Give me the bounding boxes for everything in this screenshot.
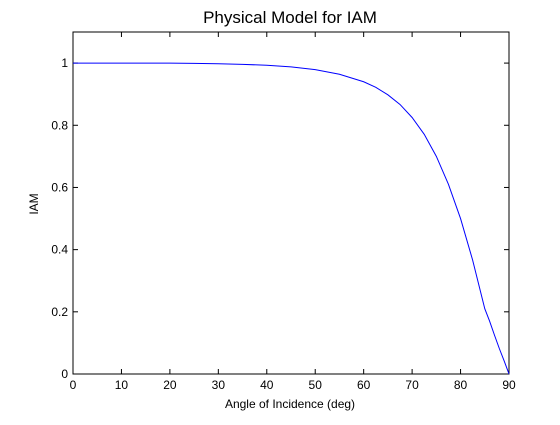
- plot-area: [72, 31, 510, 375]
- x-tick-label: 70: [405, 378, 419, 392]
- y-tick-label: 0.2: [51, 305, 68, 319]
- x-tick-label: 40: [260, 378, 274, 392]
- chart-title: Physical Model for IAM: [203, 8, 377, 27]
- x-tick-label: 80: [454, 378, 468, 392]
- series-line: [73, 62, 510, 375]
- x-tick-label: 90: [502, 378, 516, 392]
- y-axis-label: IAM: [27, 193, 41, 214]
- axis-ticks: 0 10 20 30 40 50 60 70 80 90 0 0.2 0.4 0.6 0.8 1: [51, 32, 516, 392]
- y-tick-label: 0: [61, 367, 68, 381]
- y-tick-label: 0.8: [51, 118, 68, 132]
- x-tick-label: 50: [309, 378, 323, 392]
- x-tick-label: 10: [115, 378, 129, 392]
- x-tick-label: 0: [70, 378, 77, 392]
- y-tick-label: 0.4: [51, 243, 68, 257]
- x-tick-label: 30: [212, 378, 226, 392]
- y-tick-label: 1: [61, 56, 68, 70]
- x-axis-label: Angle of Incidence (deg): [225, 397, 355, 411]
- y-tick-label: 0.6: [51, 180, 68, 194]
- series-layer: [73, 62, 510, 375]
- x-tick-label: 20: [163, 378, 177, 392]
- x-tick-label: 60: [357, 378, 371, 392]
